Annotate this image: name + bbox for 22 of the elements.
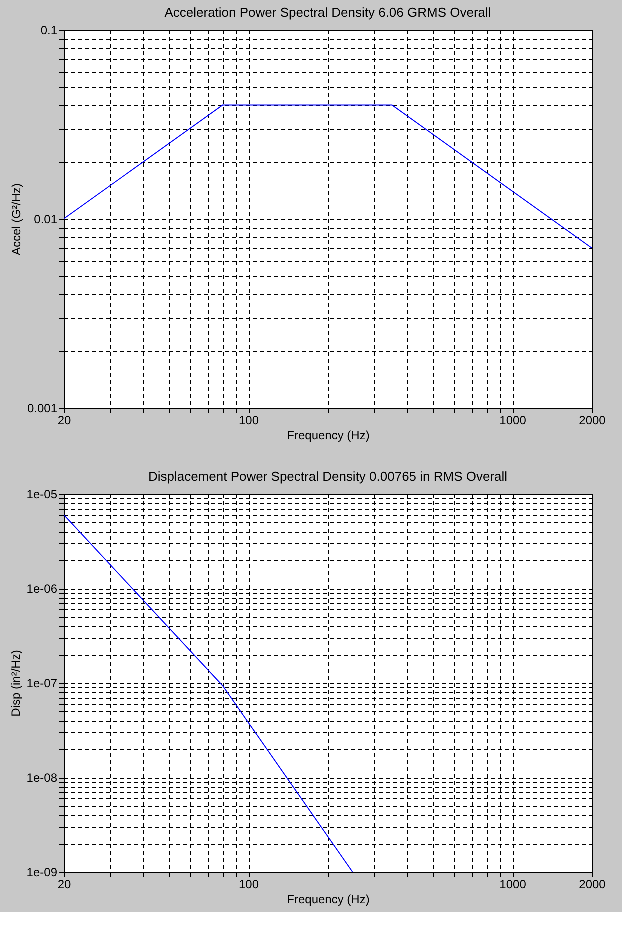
x-tick-label: 1000 [500,414,527,428]
y-tick-label: 0.01 [34,212,58,226]
x-axis-title: Frequency (Hz) [287,892,370,906]
y-axis-title: Accel (G²/Hz) [9,183,24,256]
chart-title: Acceleration Power Spectral Density 6.06 GRMS Overall [164,5,492,20]
x-tick-label: 1000 [500,878,527,892]
x-axis-title: Frequency (Hz) [287,428,370,442]
x-tick-label: 2000 [579,414,606,428]
y-tick-label: 1e-08 [26,771,58,785]
chart-title: Displacement Power Spectral Density 0.00765 in RMS Overall [148,469,508,484]
x-tick-label: 100 [239,878,260,892]
y-tick-label: 1e-09 [26,866,58,880]
x-tick-label: 100 [239,414,260,428]
y-tick-label: 1e-07 [26,676,58,690]
y-tick-label: 0.1 [40,24,58,38]
x-tick-label: 20 [58,878,72,892]
y-tick-label: 1e-06 [26,582,58,596]
x-tick-label: 2000 [579,878,606,892]
y-tick-label: 1e-05 [26,488,58,502]
y-tick-label: 0.001 [27,402,58,416]
y-axis-title: Disp (in²/Hz) [8,650,23,717]
x-tick-label: 20 [58,414,72,428]
